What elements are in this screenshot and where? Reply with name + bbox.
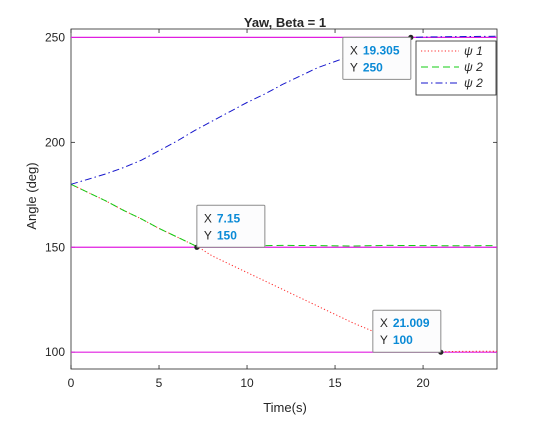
legend-entry: ψ 2 [464,76,483,90]
datatip-x-label: X [350,43,358,57]
datatip-background [342,36,412,80]
y-axis-label: Angle (deg) [24,162,39,229]
x-axis-label: Time(s) [263,400,307,415]
datatip-x-label: X [380,316,388,330]
datatip-background [196,204,266,248]
datatip-x-value: 21.009 [393,316,430,330]
legend-entry: ψ 2 [464,60,483,74]
datatip-box: X 21.009 Y 100 [372,309,442,353]
datatip-box: X 19.305 Y 250 [342,36,412,80]
x-tick-label: 0 [68,376,75,390]
datatip-x-value: 7.15 [217,211,241,225]
datatip-y-value: 250 [363,60,383,74]
y-tick-label: 250 [45,30,65,44]
legend-box [415,40,497,96]
datatip-y-value: 150 [217,228,237,242]
legend-entry: ψ 1 [464,44,483,58]
x-tick-label: 5 [156,376,163,390]
legend: ψ 1 ψ 2 ψ 2 [415,40,497,96]
x-tick-label: 15 [328,376,342,390]
datatip-y-value: 100 [393,333,413,347]
datatip-y-label: Y [350,60,358,74]
series-line [70,35,498,185]
chart-title: Yaw, Beta = 1 [244,15,326,30]
x-tick-label: 20 [416,376,430,390]
datatip-x-value: 19.305 [363,43,400,57]
datatip-x-label: X [204,211,212,225]
datatip-y-label: Y [204,228,212,242]
datatip-background [372,309,442,353]
y-tick-label: 100 [45,345,65,359]
datatip-y-label: Y [380,333,388,347]
x-tick-label: 10 [240,376,254,390]
plot-area: 0 5 10 15 20 100 150 200 250 X 19.305 Y 250 X 7.15 Y 150… [45,28,498,390]
datatip-box: X 7.15 Y 150 [196,204,266,248]
y-tick-label: 150 [45,240,65,254]
y-tick-label: 200 [45,135,65,149]
axes-box [70,28,498,370]
